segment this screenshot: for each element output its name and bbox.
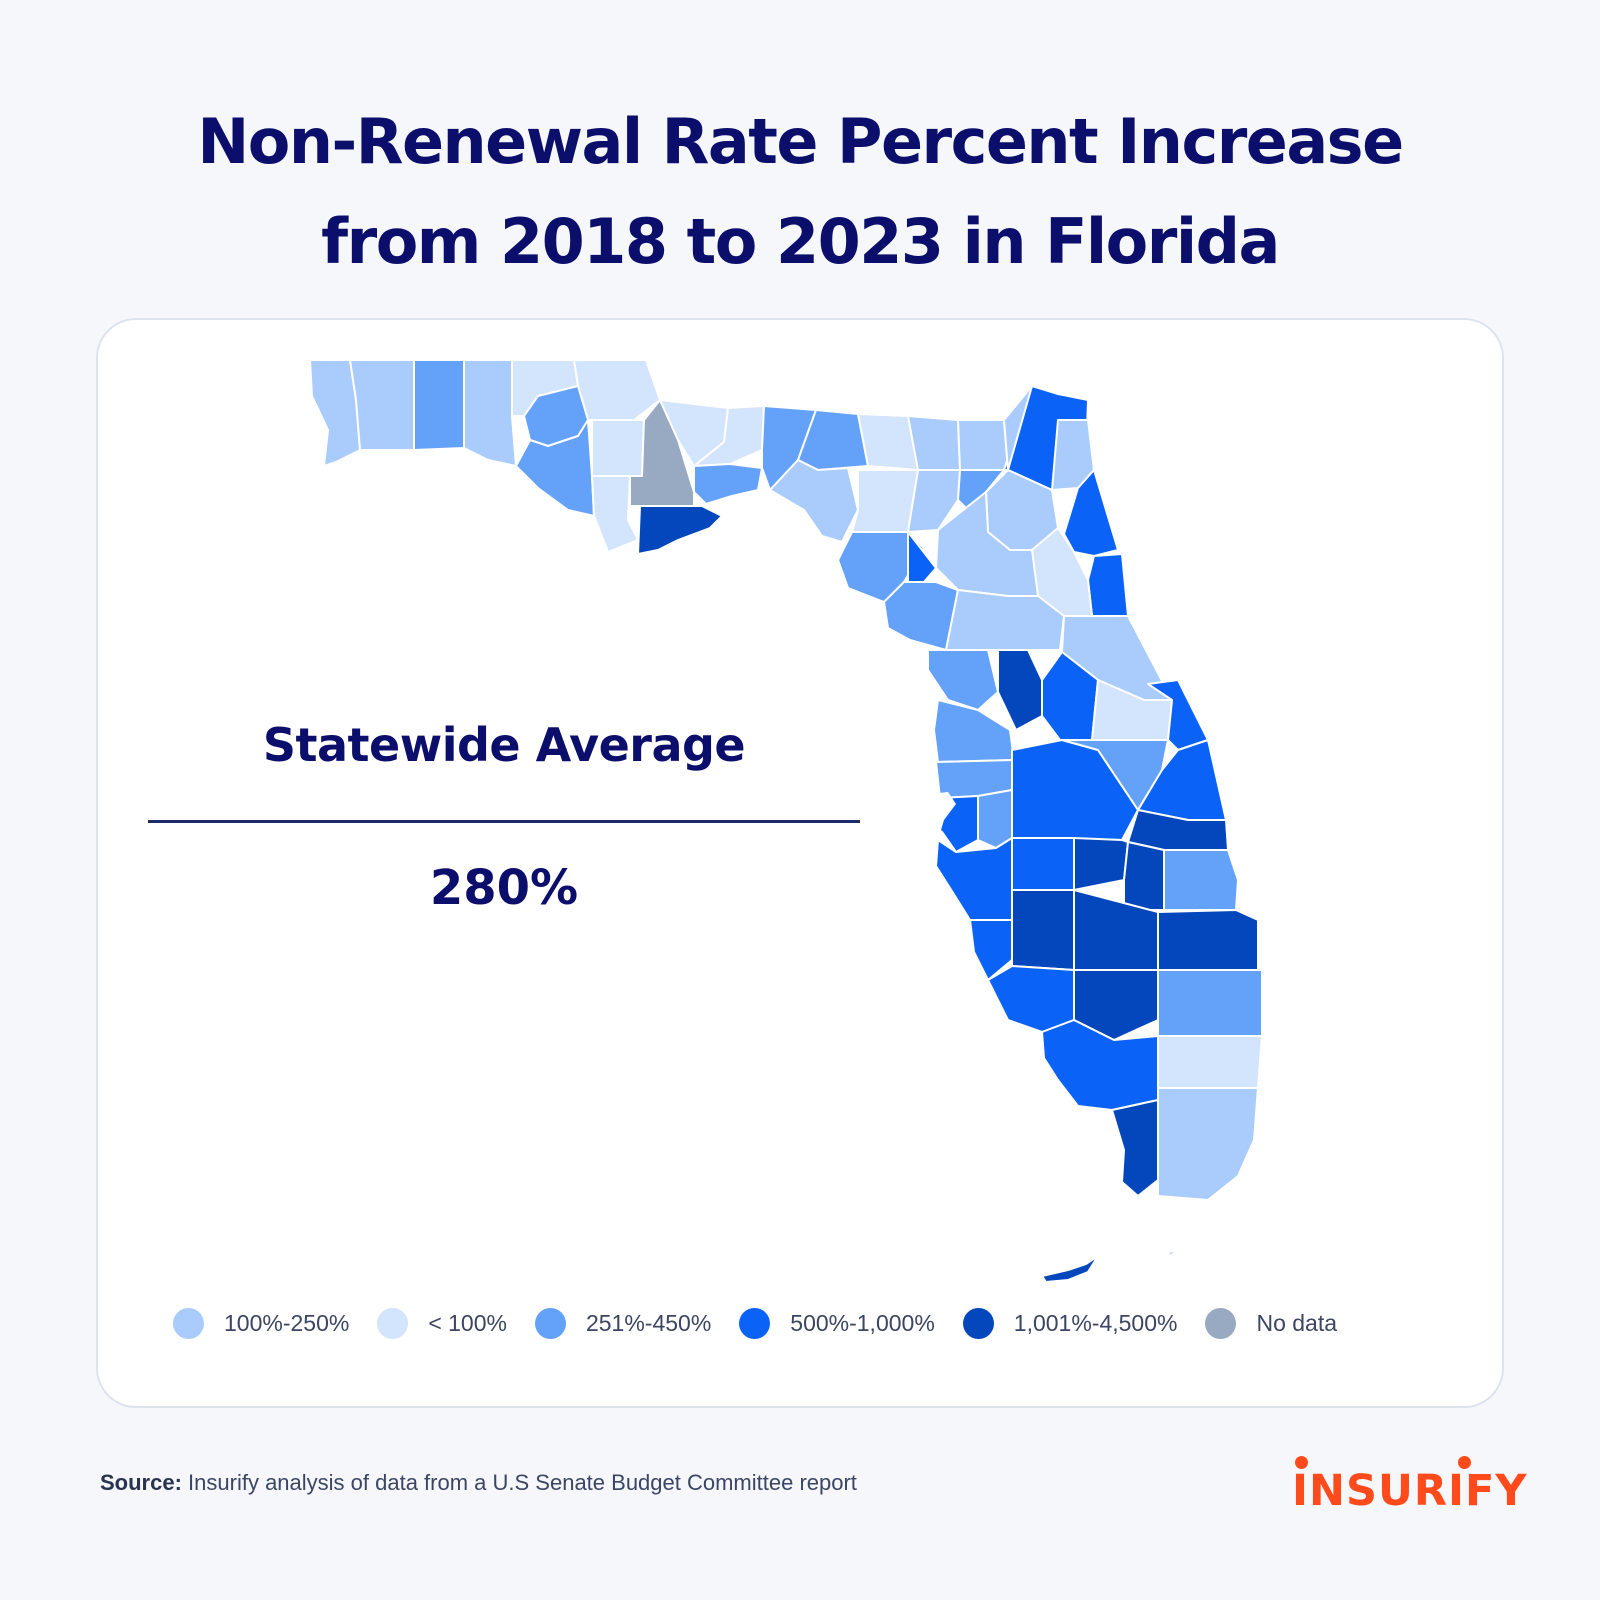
source-note: Source: Insurify analysis of data from a… <box>100 1470 857 1496</box>
county-region <box>883 581 959 651</box>
county-region <box>935 837 1013 921</box>
title-line-1: Non-Renewal Rate Percent Increase <box>197 105 1404 178</box>
county-region <box>907 415 961 471</box>
legend-label: 1,001%-4,500% <box>1013 1310 1178 1336</box>
county-region <box>637 505 723 555</box>
county-region <box>935 491 1039 597</box>
county-region <box>907 469 961 533</box>
legend-label: 251%-450% <box>585 1310 712 1336</box>
county-region <box>1087 553 1129 617</box>
insurify-logo: INSURIFY <box>1292 1456 1527 1518</box>
florida-county-map <box>309 359 1263 1283</box>
legend-item: 1,001%-4,500% <box>962 1308 1178 1339</box>
legend-label: 100%-250% <box>224 1310 350 1336</box>
logo-text: INSURIFY <box>1292 1466 1528 1516</box>
legend-item: 100%-250% <box>173 1308 349 1339</box>
county-region <box>1157 1035 1263 1089</box>
legend-item: No data <box>1205 1308 1337 1339</box>
legend-item: 500%-1,000% <box>739 1308 935 1339</box>
map-card: Statewide Average 280% 100%-250% < 100% 25… <box>96 318 1504 1408</box>
county-region <box>1041 1255 1099 1283</box>
statewide-average-label: Statewide Average <box>262 718 746 772</box>
county-region <box>1157 909 1259 971</box>
legend-swatch <box>739 1308 771 1339</box>
legend-item: < 100% <box>377 1308 507 1339</box>
legend-swatch <box>1205 1308 1237 1339</box>
county-region <box>1011 837 1075 891</box>
legend-item: 251%-450% <box>534 1308 712 1339</box>
county-region <box>933 699 1015 763</box>
map-legend: 100%-250% < 100% 251%-450% 500%-1,000% 1,001… <box>173 1308 1365 1339</box>
statewide-average-value: 280% <box>429 860 579 916</box>
county-region <box>413 359 465 451</box>
county-region <box>1011 889 1075 971</box>
county-region <box>977 789 1013 849</box>
county-region <box>515 419 595 517</box>
county-region <box>987 965 1075 1033</box>
county-region <box>573 359 661 421</box>
county-region <box>591 419 645 477</box>
county-region <box>1041 1019 1159 1111</box>
legend-swatch <box>173 1308 204 1339</box>
county-region <box>907 531 937 583</box>
county-region <box>851 469 919 533</box>
county-region <box>997 649 1043 731</box>
legend-label: No data <box>1256 1310 1338 1336</box>
county-region <box>1157 969 1263 1037</box>
county-region <box>1073 837 1129 891</box>
source-label: Source: <box>100 1470 182 1495</box>
legend-swatch <box>534 1308 566 1339</box>
county-region <box>349 359 415 451</box>
legend-label: 500%-1,000% <box>790 1310 935 1336</box>
title-line-2: from 2018 to 2023 in Florida <box>321 205 1280 279</box>
county-region <box>1157 1087 1259 1201</box>
source-text: Insurify analysis of data from a U.S Sen… <box>188 1470 857 1495</box>
county-region <box>1003 385 1033 471</box>
county-region <box>957 419 1009 471</box>
county-region <box>1163 849 1239 911</box>
county-region <box>1123 841 1165 911</box>
county-region <box>463 359 517 467</box>
county-region <box>693 463 763 505</box>
county-region <box>1167 1249 1179 1257</box>
legend-swatch <box>377 1308 409 1339</box>
county-region <box>969 919 1013 981</box>
legend-label: < 100% <box>428 1310 507 1336</box>
page-title: Non-Renewal Rate Percent Increase from 2… <box>0 92 1600 293</box>
county-region <box>1111 1099 1159 1197</box>
county-region <box>1073 969 1159 1041</box>
legend-swatch <box>962 1308 994 1339</box>
tampa-bay-water <box>918 792 956 850</box>
statewide-divider <box>148 820 860 823</box>
